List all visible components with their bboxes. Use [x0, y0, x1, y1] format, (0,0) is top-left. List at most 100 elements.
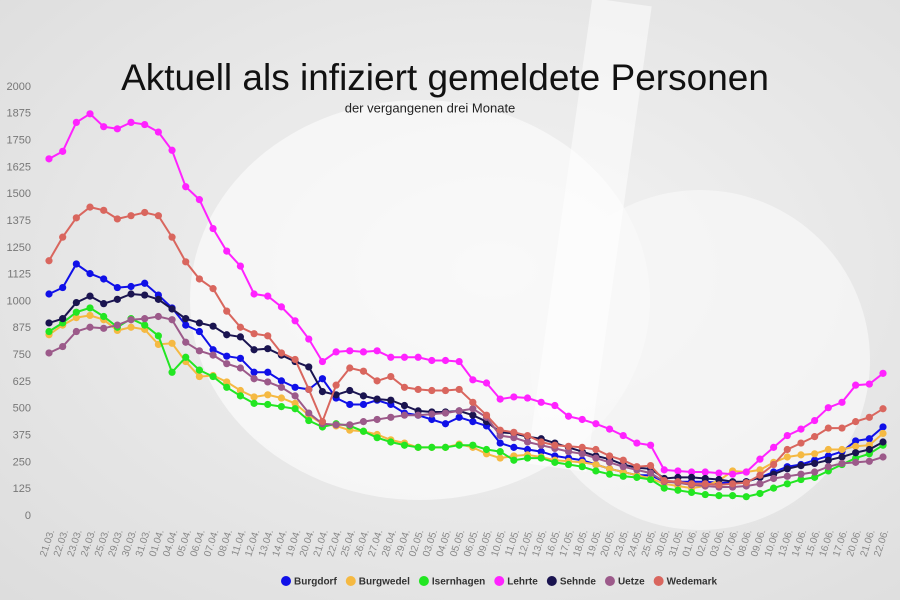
data-point [770, 484, 778, 492]
data-point [592, 445, 600, 454]
data-point [865, 380, 873, 388]
data-point [455, 357, 463, 366]
data-point [113, 283, 121, 292]
data-point [469, 441, 477, 449]
data-point [687, 473, 696, 481]
data-point [141, 315, 149, 323]
data-point [879, 405, 887, 413]
y-tick-label: 0 [25, 510, 31, 522]
data-point [236, 333, 245, 341]
data-point [619, 431, 627, 440]
data-point [537, 454, 545, 462]
data-point [141, 291, 149, 299]
data-point [496, 395, 504, 403]
data-point [223, 331, 231, 339]
y-tick-label: 750 [13, 349, 31, 361]
data-point [879, 369, 887, 377]
data-point [195, 275, 203, 283]
data-point [619, 456, 627, 464]
data-point [482, 379, 491, 387]
data-point [783, 445, 791, 454]
y-tick-label: 500 [13, 403, 31, 415]
data-point [879, 453, 887, 461]
data-point [195, 347, 203, 355]
data-point [305, 385, 313, 394]
data-point [209, 322, 217, 330]
data-point [318, 375, 327, 383]
y-tick-label: 1125 [7, 269, 31, 281]
data-point [45, 290, 53, 298]
data-point [100, 275, 108, 283]
data-point [72, 298, 80, 307]
data-point [195, 372, 203, 381]
data-point [701, 474, 709, 483]
data-point [852, 449, 860, 457]
y-tick-label: 375 [13, 429, 31, 441]
data-point [209, 346, 217, 354]
y-tick-label: 1250 [7, 242, 31, 254]
data-point [209, 224, 217, 233]
data-point [592, 467, 600, 475]
data-point [646, 461, 655, 470]
data-point [469, 411, 477, 419]
data-point [592, 454, 600, 462]
data-point [182, 183, 190, 191]
data-point [510, 456, 518, 464]
data-point [797, 470, 805, 478]
data-point [113, 215, 121, 223]
y-tick-label: 625 [13, 376, 31, 388]
data-point [72, 118, 80, 126]
data-point [523, 431, 532, 440]
data-point [838, 453, 846, 461]
data-point [236, 262, 245, 270]
y-tick-label: 875 [13, 322, 31, 334]
data-point [756, 480, 764, 488]
data-point [756, 489, 764, 498]
data-point [387, 372, 395, 381]
data-point [182, 258, 190, 266]
y-tick-label: 125 [13, 483, 31, 495]
data-point [264, 400, 272, 409]
data-point [86, 203, 94, 211]
data-point [879, 429, 887, 438]
data-point [168, 316, 176, 324]
data-point [865, 457, 873, 465]
data-point [154, 212, 162, 220]
data-point [72, 260, 80, 268]
data-point [633, 439, 641, 447]
data-point [852, 442, 860, 450]
data-point [400, 383, 409, 391]
data-point [223, 360, 231, 368]
data-point [264, 345, 272, 353]
data-point [510, 428, 518, 436]
data-point [127, 118, 135, 126]
data-point [291, 399, 299, 407]
data-point [182, 353, 190, 361]
data-point [646, 441, 655, 449]
data-point [359, 348, 368, 356]
data-point [852, 418, 860, 426]
data-point [838, 398, 846, 406]
data-point [318, 357, 327, 366]
data-point [441, 386, 450, 395]
data-point [496, 448, 504, 456]
data-point [387, 438, 395, 446]
data-point [674, 486, 682, 494]
data-point [879, 423, 887, 431]
data-point [414, 411, 422, 419]
data-point [578, 415, 586, 424]
data-point [113, 125, 121, 133]
data-point [605, 470, 614, 478]
data-point [756, 466, 764, 474]
data-point [400, 401, 409, 410]
data-point [168, 233, 176, 241]
data-point [113, 295, 121, 303]
data-point [264, 332, 272, 340]
data-point [373, 395, 381, 403]
data-point [154, 295, 162, 303]
data-point [496, 431, 504, 440]
data-point [797, 439, 805, 447]
data-point [250, 375, 258, 383]
data-point [277, 383, 286, 391]
data-point [346, 386, 354, 395]
